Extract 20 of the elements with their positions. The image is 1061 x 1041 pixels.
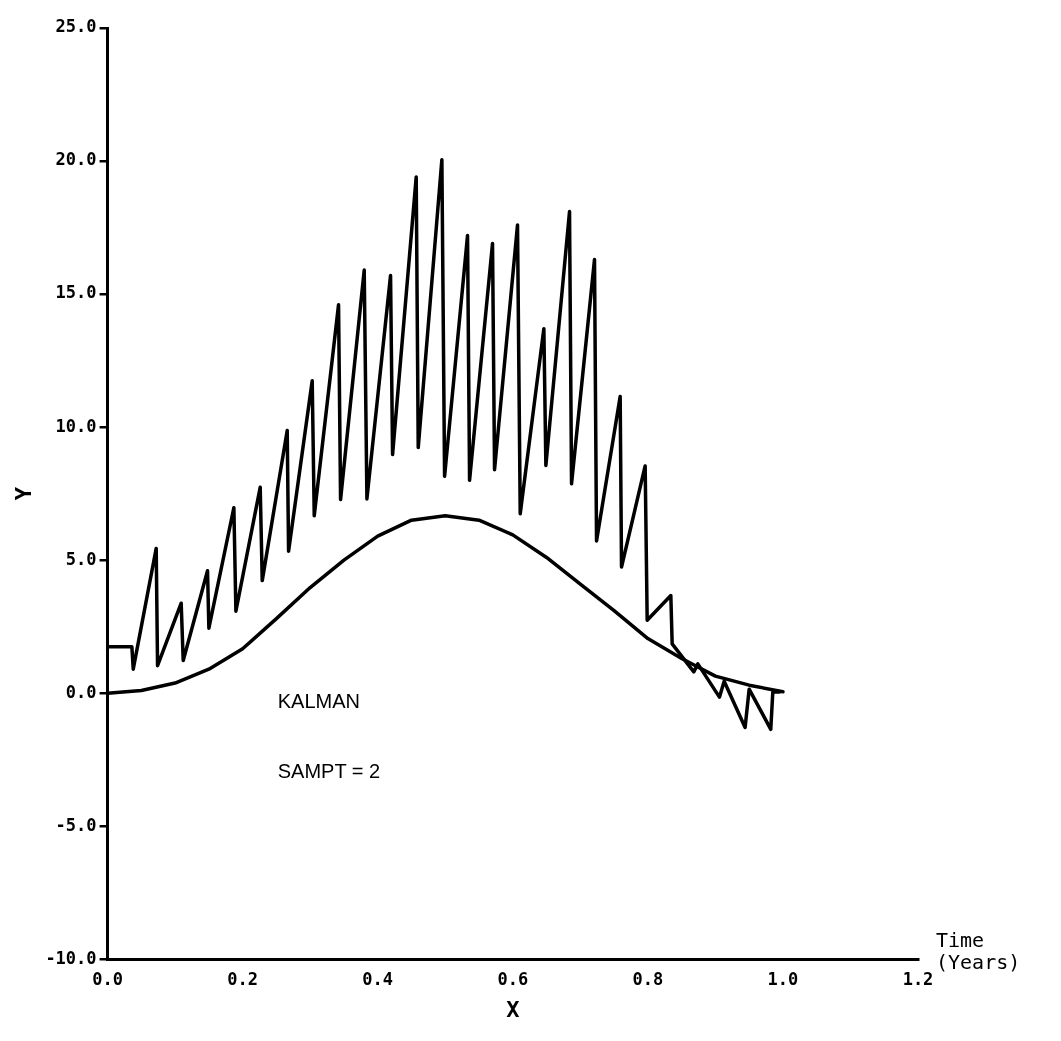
y-tick-label: -10.0 [45,947,97,968]
x-tick-label: 0.8 [632,968,664,989]
y-tick-label: 5.0 [65,548,97,569]
annotation: SAMPT = 2 [277,759,381,782]
y-tick-label: 0.0 [65,681,97,702]
x-tick-label: 1.2 [902,968,934,989]
y-axis-title: Y [10,486,36,501]
x-tick-label: 0.4 [362,968,394,989]
x-tick-label: 0.0 [92,968,123,989]
y-tick-label: 25.0 [55,16,97,37]
y-tick-label: 10.0 [55,415,97,436]
text: Time (Years) [936,928,1021,975]
x-axis-title: X [506,996,520,1022]
y-tick-label: 20.0 [55,149,97,170]
x-tick-label: 1.0 [767,968,799,989]
x-tick-label: 0.2 [227,968,258,989]
x-tick-label: 0.6 [497,968,529,989]
y-tick-label: -5.0 [55,814,97,835]
y-tick-label: 15.0 [55,282,97,303]
annotation: KALMAN [277,689,361,712]
